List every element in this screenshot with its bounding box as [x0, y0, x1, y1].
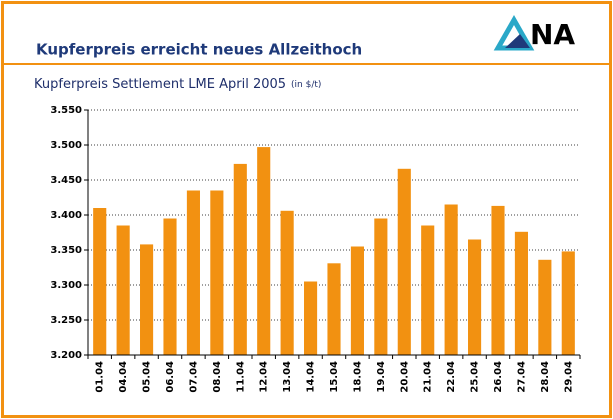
- bar: [468, 239, 482, 355]
- bar: [304, 281, 318, 355]
- bar: [257, 147, 271, 355]
- y-tick-label: 3.200: [50, 350, 82, 361]
- x-tick-label: 07.04: [188, 361, 199, 393]
- x-tick-label: 04.04: [118, 361, 129, 393]
- bar: [561, 251, 575, 355]
- x-tick-label: 19.04: [376, 361, 387, 393]
- x-tick-label: 15.04: [329, 361, 340, 393]
- x-tick-label: 18.04: [352, 361, 363, 393]
- header-title: Kupferpreis erreicht neues Allzeithoch: [36, 41, 362, 59]
- bar: [421, 225, 435, 355]
- x-tick-label: 13.04: [282, 361, 293, 393]
- bar: [186, 190, 200, 355]
- x-tick-label: 12.04: [259, 361, 270, 393]
- logo-text: NA: [530, 18, 575, 51]
- bar: [140, 244, 154, 355]
- chart-unit: (in $/t): [291, 80, 321, 90]
- x-tick-label: 21.04: [423, 361, 434, 393]
- bar: [397, 168, 411, 355]
- bar: [350, 246, 364, 355]
- bar: [210, 190, 224, 355]
- bar: [93, 208, 107, 355]
- x-tick-label: 05.04: [142, 361, 153, 393]
- bar: [163, 218, 177, 355]
- y-tick-label: 3.300: [50, 280, 82, 291]
- x-tick-label: 28.04: [540, 361, 551, 393]
- y-tick-label: 3.350: [50, 245, 82, 256]
- bar: [327, 263, 341, 355]
- y-tick-label: 3.250: [50, 315, 82, 326]
- logo-shape: [505, 34, 530, 48]
- x-tick-label: 14.04: [306, 361, 317, 393]
- bar: [374, 218, 388, 355]
- y-tick-label: 3.400: [50, 210, 82, 221]
- x-tick-label: 11.04: [235, 361, 246, 393]
- y-tick-label: 3.450: [50, 175, 82, 186]
- bar: [233, 163, 247, 355]
- x-tick-label: 20.04: [399, 361, 410, 393]
- y-tick-label: 3.500: [50, 140, 82, 151]
- x-tick-label: 01.04: [95, 361, 106, 393]
- x-tick-label: 29.04: [563, 361, 574, 393]
- x-tick-label: 08.04: [212, 361, 223, 393]
- x-tick-label: 25.04: [470, 361, 481, 393]
- chart-title: Kupferpreis Settlement LME April 2005 (in…: [34, 77, 321, 92]
- chart-title-main: Kupferpreis Settlement LME April 2005: [34, 77, 286, 92]
- bar: [538, 259, 552, 355]
- bar: [116, 225, 130, 355]
- x-tick-label: 22.04: [446, 361, 457, 393]
- y-tick-label: 3.550: [50, 105, 82, 116]
- x-tick-label: 27.04: [516, 361, 527, 393]
- bar: [514, 231, 528, 355]
- bar: [491, 205, 505, 355]
- x-tick-label: 26.04: [493, 361, 504, 393]
- x-tick-label: 06.04: [165, 361, 176, 393]
- bar: [280, 210, 294, 355]
- bar: [444, 204, 458, 355]
